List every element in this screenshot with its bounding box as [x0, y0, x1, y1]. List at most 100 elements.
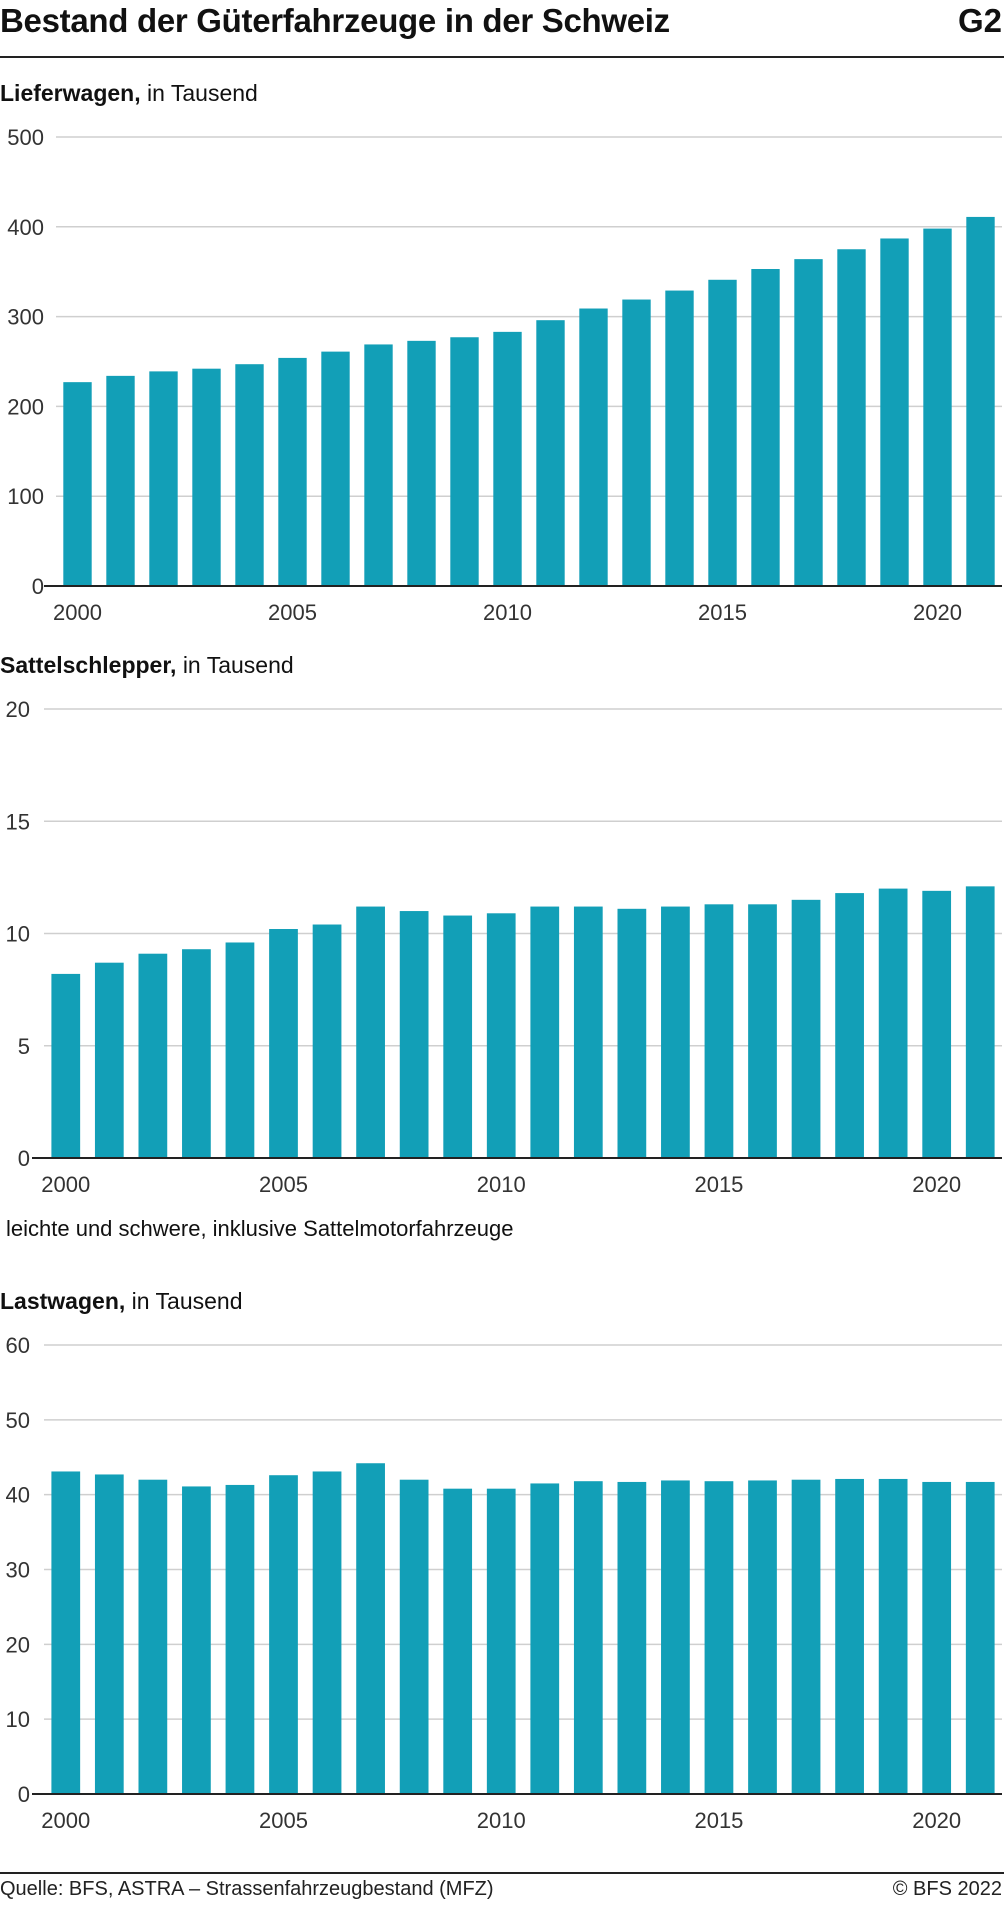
bar-2007 — [356, 1463, 385, 1794]
bar-2011 — [530, 1483, 560, 1794]
bar-2004 — [225, 942, 255, 1158]
bar-2004 — [235, 364, 264, 586]
x-tick-label: 2000 — [53, 600, 102, 625]
bar-2003 — [192, 368, 221, 586]
panel-title-lastwagen: Lastwagen, in Tausend — [0, 1288, 243, 1315]
chart-lastwagen: 0 10 20 30 40 50 60 2000 2005 2010 2015 2020 — [6, 1333, 1002, 1833]
y-tick-label: 5 — [18, 1034, 30, 1059]
bar-2005 — [278, 357, 307, 586]
y-tick-label: 400 — [7, 215, 44, 240]
bar-2017 — [791, 899, 821, 1158]
bar-2008 — [399, 1479, 429, 1794]
y-tick-label: 500 — [7, 125, 44, 150]
bar-2018 — [837, 249, 866, 586]
bar-2015 — [704, 1481, 734, 1794]
bar-2005 — [269, 1475, 298, 1794]
x-tick-label: 2010 — [477, 1808, 526, 1833]
bar-2017 — [791, 1479, 821, 1794]
y-tick-label: 0 — [18, 1146, 30, 1171]
bar-2021 — [965, 1481, 995, 1794]
bar-2014 — [661, 1480, 690, 1794]
x-tick-label: 2005 — [259, 1808, 308, 1833]
bar-2014 — [661, 906, 690, 1158]
bar-2001 — [94, 1474, 124, 1794]
bar-2015 — [704, 904, 734, 1158]
bar-2006 — [312, 924, 342, 1158]
x-tick-label: 2005 — [268, 600, 317, 625]
bar-2006 — [321, 351, 350, 586]
chart-title: Bestand der Güterfahrzeuge in der Schwei… — [0, 2, 670, 39]
bar-2000 — [51, 1471, 81, 1794]
bar-2021 — [965, 886, 995, 1158]
bar-2016 — [748, 1480, 777, 1794]
panel-title-main: Lastwagen, — [0, 1288, 126, 1314]
chart-header: Bestand der Güterfahrzeuge in der Schwei… — [0, 0, 1004, 58]
bar-2013 — [617, 1481, 647, 1794]
bar-2003 — [182, 1486, 211, 1794]
x-tick-label: 2020 — [912, 1808, 961, 1833]
bar-2012 — [573, 906, 603, 1158]
bar-2003 — [182, 949, 211, 1158]
bar-2002 — [138, 1479, 168, 1794]
bar-2000 — [51, 973, 81, 1158]
bar-2021 — [966, 216, 995, 586]
bar-2014 — [665, 290, 694, 586]
bar-2007 — [356, 906, 385, 1158]
bar-2019 — [878, 888, 908, 1158]
panel-title-lieferwagen: Lieferwagen, in Tausend — [0, 80, 258, 107]
bar-2019 — [878, 1478, 908, 1794]
panel-title-unit: in Tausend — [182, 652, 294, 678]
lastwagen-note: leichte und schwere, inklusive Sattelmot… — [6, 1216, 514, 1241]
panel-title-unit: in Tausend — [147, 80, 258, 106]
bar-2002 — [149, 371, 178, 586]
bar-2008 — [407, 340, 436, 586]
bar-2013 — [622, 299, 651, 586]
bar-2016 — [748, 904, 777, 1158]
x-tick-label: 2005 — [259, 1172, 308, 1197]
bar-2017 — [794, 259, 823, 586]
bar-2018 — [835, 1478, 864, 1794]
chart-sattelschlepper: 0 5 10 15 20 2000 2005 2010 2015 2020 — [6, 697, 1002, 1197]
bar-2013 — [617, 908, 647, 1158]
bar-2012 — [579, 308, 608, 586]
y-tick-label: 20 — [6, 697, 30, 722]
bar-2001 — [106, 375, 135, 586]
panel-title-sattelschlepper: Sattelschlepper, in Tausend — [0, 652, 294, 679]
bar-2010 — [486, 913, 516, 1158]
bar-2008 — [399, 911, 429, 1158]
bar-2012 — [573, 1481, 603, 1794]
y-tick-label: 20 — [6, 1632, 30, 1657]
y-tick-label: 50 — [6, 1408, 30, 1433]
bar-2009 — [450, 337, 479, 586]
bar-2009 — [443, 915, 473, 1158]
y-tick-label: 40 — [6, 1483, 30, 1508]
y-tick-label: 200 — [7, 394, 44, 419]
x-tick-label: 2015 — [694, 1808, 743, 1833]
bar-2007 — [364, 344, 393, 586]
bar-2005 — [269, 929, 298, 1158]
y-tick-label: 10 — [6, 922, 30, 947]
x-tick-label: 2020 — [913, 600, 962, 625]
bar-2004 — [225, 1484, 255, 1794]
chart-code: G2 — [957, 2, 1002, 39]
y-tick-label: 0 — [18, 1782, 30, 1807]
bar-2015 — [708, 279, 737, 586]
panel-title-unit: in Tausend — [131, 1288, 243, 1314]
bar-2006 — [312, 1471, 342, 1794]
bar-2000 — [63, 382, 92, 586]
bar-2020 — [923, 228, 952, 586]
bar-2011 — [530, 906, 560, 1158]
y-tick-label: 10 — [6, 1707, 30, 1732]
copyright: © BFS 2022 — [892, 1878, 1002, 1900]
y-tick-label: 100 — [7, 484, 44, 509]
bar-2019 — [880, 238, 909, 586]
bar-2009 — [443, 1488, 473, 1794]
panel-title-main: Sattelschlepper, — [0, 652, 177, 678]
x-tick-label: 2015 — [694, 1172, 743, 1197]
x-tick-label: 2010 — [477, 1172, 526, 1197]
panel-title-main: Lieferwagen, — [0, 80, 141, 106]
bar-2010 — [486, 1488, 516, 1794]
x-tick-label: 2000 — [41, 1172, 90, 1197]
bar-2010 — [493, 331, 522, 586]
chart-lieferwagen: 0 100 200 300 400 500 2000 2005 2010 2015 2020 — [7, 125, 1002, 625]
